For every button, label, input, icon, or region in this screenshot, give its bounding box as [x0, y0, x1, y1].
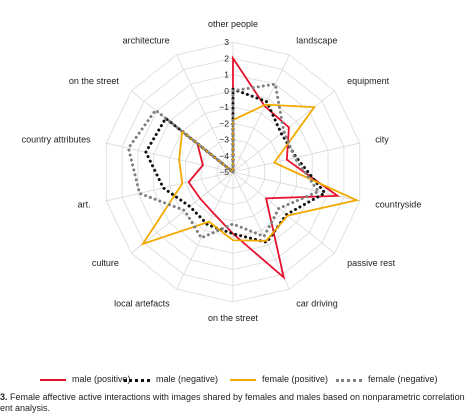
axis-label: equipment: [347, 76, 390, 86]
grid-spoke: [176, 54, 234, 173]
caption-text: Female affective active interactions wit…: [10, 392, 465, 402]
figure-caption: 3. Female affective active interactions …: [0, 392, 474, 414]
grid-spoke: [176, 171, 234, 290]
caption-line-1: 3. Female affective active interactions …: [0, 392, 474, 403]
grid-spoke: [232, 171, 335, 254]
axis-label: culture: [92, 258, 119, 268]
axis-label: countryside: [375, 200, 421, 210]
legend-swatch: [230, 379, 256, 381]
legend-swatch: [124, 379, 150, 382]
grid-spoke: [232, 171, 290, 290]
axis-label: country attributes: [22, 135, 92, 145]
series-female-negative: [126, 82, 321, 240]
radar-chart: 3 2 1 0 −1 −2 −3 −4 −5 other people landscape equi…: [22, 19, 422, 323]
series-layer: [126, 55, 360, 280]
series-female-positive: [140, 103, 360, 246]
tick-label: 2: [224, 53, 229, 63]
tick-label: 0: [224, 86, 229, 96]
tick-label: 1: [224, 70, 229, 80]
grid-spoke: [131, 171, 234, 254]
series-male-positive: [187, 55, 341, 280]
grid-spoke: [106, 142, 234, 173]
axis-label: car driving: [296, 299, 338, 309]
axis-label: landscape: [296, 36, 337, 46]
radar-grid: [105, 41, 361, 303]
axis-labels: other people landscape equipment city countr…: [22, 19, 422, 323]
tick-label: −4: [219, 151, 229, 161]
axis-label: art.: [78, 200, 91, 210]
axis-label: local artefacts: [114, 299, 170, 309]
radial-tick-labels: 3 2 1 0 −1 −2 −3 −4 −5: [219, 37, 229, 177]
axis-label: passive rest: [347, 258, 396, 268]
legend-swatch: [40, 379, 66, 381]
axis-label: other people: [208, 19, 258, 29]
tick-label: −3: [219, 135, 229, 145]
legend-label: male (positive): [72, 374, 131, 384]
axis-label: on the street: [208, 313, 259, 323]
grid-spoke: [232, 142, 360, 173]
caption-line-2: ent analysis.: [0, 403, 51, 413]
legend: male (positive) male (negative) female (…: [0, 374, 474, 386]
tick-label: −1: [219, 102, 229, 112]
legend-label: female (positive): [262, 374, 329, 384]
series-male-negative: [144, 86, 328, 244]
grid-spoke: [232, 54, 290, 173]
axis-label: architecture: [123, 36, 170, 46]
caption-number: 3.: [0, 392, 8, 402]
tick-label: 3: [224, 37, 229, 47]
axis-label: city: [375, 135, 389, 145]
axis-label: on the street: [69, 76, 120, 86]
legend-label: female (negative): [368, 374, 438, 384]
grid-spoke: [106, 171, 234, 202]
legend-label: male (negative): [156, 374, 219, 384]
tick-label: −5: [219, 167, 229, 177]
legend-swatch: [336, 379, 362, 382]
tick-label: −2: [219, 118, 229, 128]
